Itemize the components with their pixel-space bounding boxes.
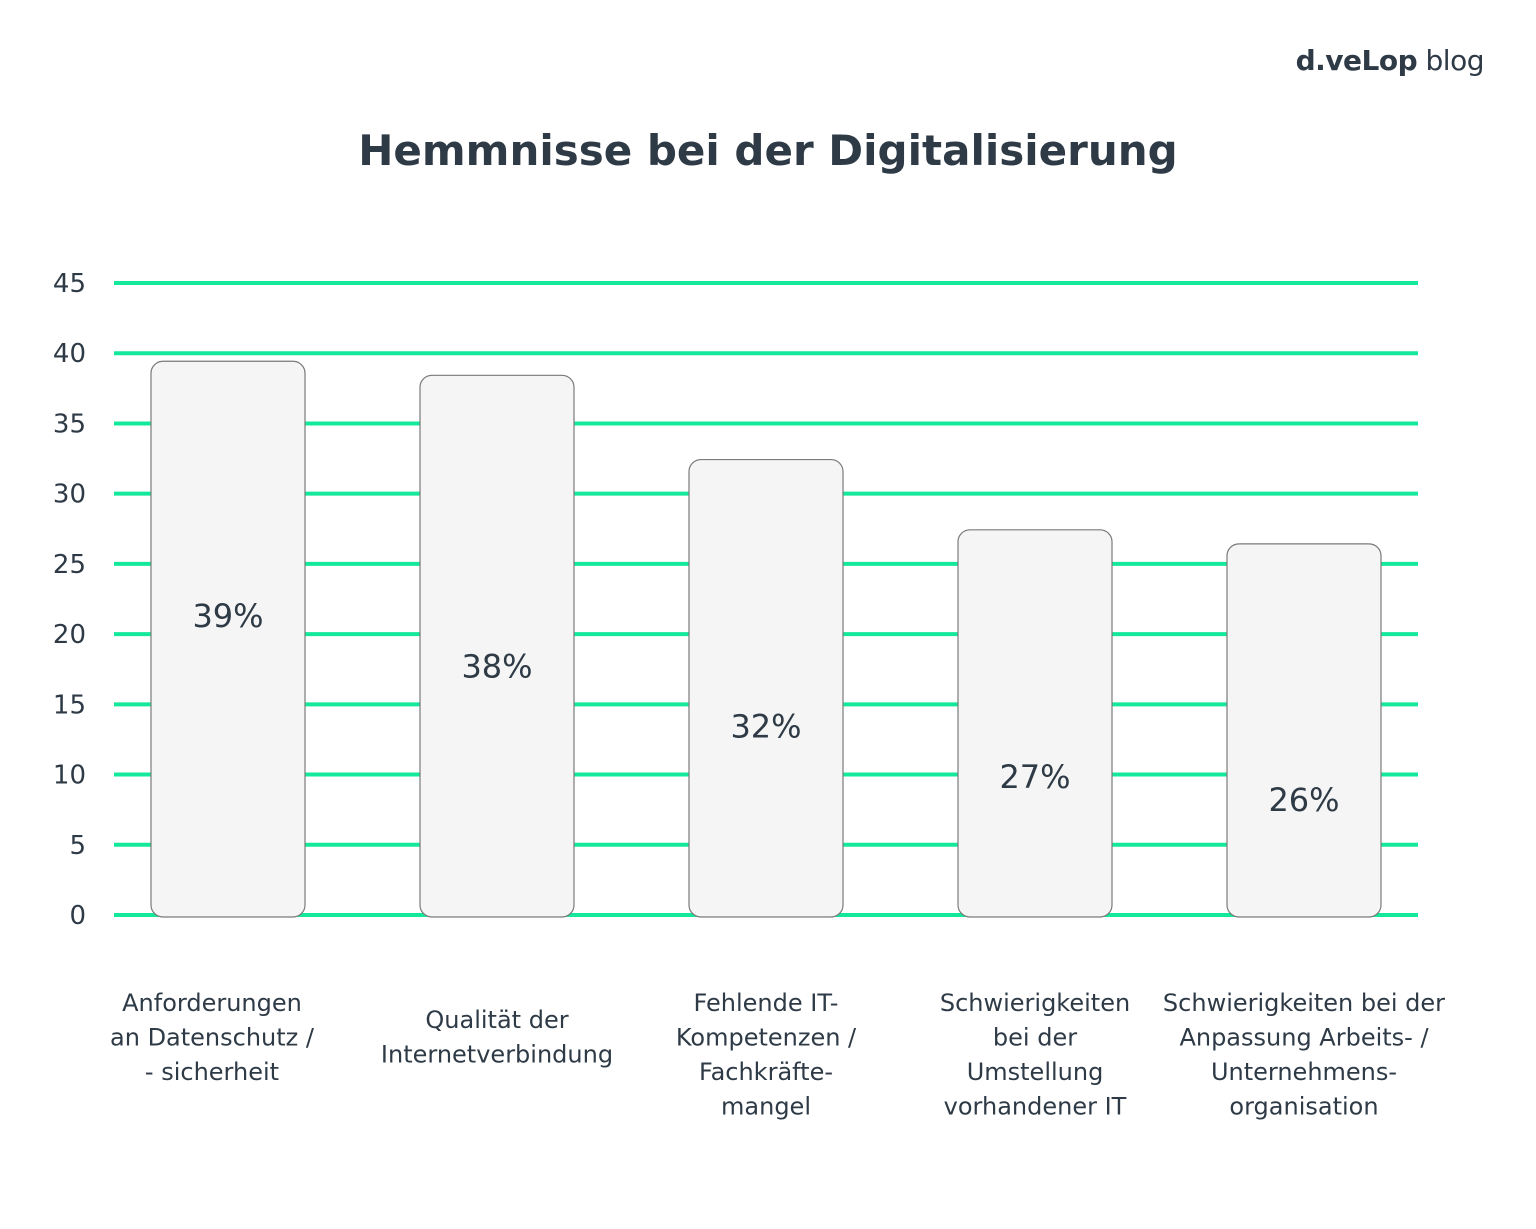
chart-title: Hemmnisse bei der Digitalisierung: [358, 126, 1178, 175]
y-tick-label: 40: [53, 339, 86, 369]
x-category-label: Schwierigkeiten: [940, 989, 1130, 1017]
bar: [1226, 543, 1382, 918]
bar: [957, 529, 1113, 918]
y-tick-label: 35: [53, 409, 86, 439]
x-category-label: Internetverbindung: [381, 1041, 613, 1069]
y-tick-label: 5: [69, 831, 86, 861]
bar-value-label: 32%: [730, 707, 801, 745]
bar: [688, 458, 844, 918]
y-tick-label: 45: [53, 269, 86, 299]
y-tick-label: 20: [53, 620, 86, 650]
bar: [419, 374, 575, 918]
x-category-label: Umstellung: [967, 1058, 1104, 1086]
bar-value-label: 26%: [1268, 781, 1339, 819]
x-category-label: organisation: [1229, 1093, 1378, 1121]
logo-suffix: blog: [1425, 44, 1485, 77]
x-category-label: Unternehmens-: [1211, 1058, 1397, 1086]
y-tick-label: 25: [53, 550, 86, 580]
y-tick-label: 30: [53, 480, 86, 510]
bar-value-label: 27%: [999, 758, 1070, 796]
x-category-label: Schwierigkeiten bei der: [1163, 989, 1445, 1017]
x-category-label: Kompetenzen /: [676, 1024, 857, 1052]
x-category-label: mangel: [721, 1093, 811, 1121]
y-tick-label: 15: [53, 690, 86, 720]
x-category-label: an Datenschutz /: [110, 1024, 315, 1052]
x-category-label: Anforderungen: [122, 989, 302, 1017]
y-tick-label: 0: [69, 901, 86, 931]
x-category-label: bei der: [993, 1024, 1077, 1052]
x-category-label: vorhandener IT: [944, 1093, 1127, 1121]
x-category-label: Fehlende IT-: [694, 989, 839, 1017]
bar: [150, 360, 306, 918]
dvelop-blog-logo: d.veLop blog: [1295, 44, 1485, 77]
x-category-label: Fachkräfte-: [699, 1058, 833, 1086]
bar-value-label: 38%: [461, 648, 532, 686]
x-category-label: - sicherheit: [145, 1058, 279, 1086]
x-category-label: Qualität der: [425, 1006, 568, 1034]
logo-brand: d.veLop: [1295, 44, 1418, 77]
x-category-label: Anpassung Arbeits- /: [1179, 1024, 1429, 1052]
y-tick-label: 10: [53, 761, 86, 791]
bar-value-label: 39%: [192, 597, 263, 635]
